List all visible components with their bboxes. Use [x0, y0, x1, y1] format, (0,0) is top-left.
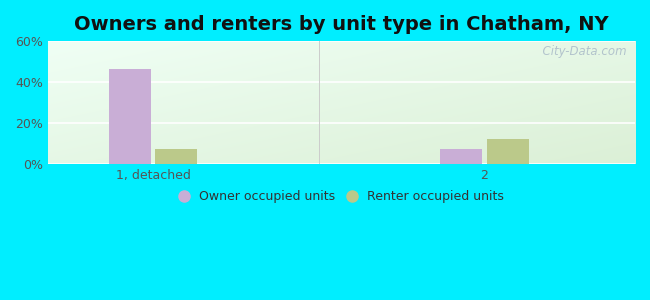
- Legend: Owner occupied units, Renter occupied units: Owner occupied units, Renter occupied un…: [172, 184, 510, 210]
- Bar: [109, 69, 151, 164]
- Bar: [440, 149, 482, 164]
- Bar: [487, 139, 528, 164]
- Title: Owners and renters by unit type in Chatham, NY: Owners and renters by unit type in Chath…: [74, 15, 608, 34]
- Bar: [155, 149, 198, 164]
- Text: City-Data.com: City-Data.com: [534, 45, 626, 58]
